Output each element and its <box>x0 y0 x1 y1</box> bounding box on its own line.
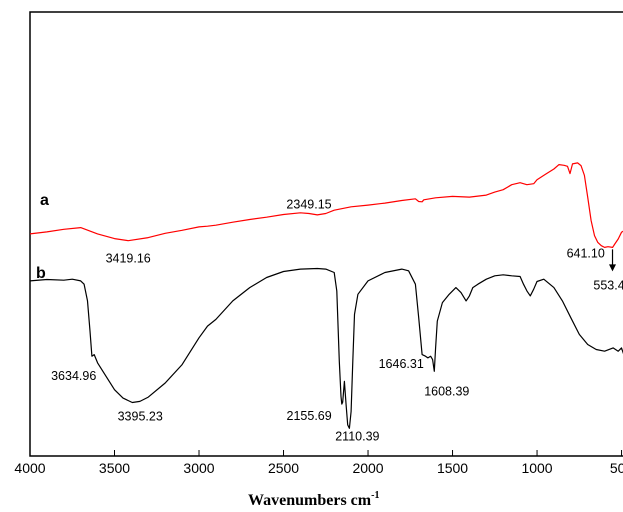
peak-label-2349-15: 2349.15 <box>286 198 331 212</box>
x-tick-label-4000: 4000 <box>14 460 45 476</box>
x-axis-title: Wavenumbers cm-1 <box>248 490 379 509</box>
series-line-a <box>29 162 623 248</box>
x-tick-label-1500: 1500 <box>437 460 468 476</box>
arrow-down-icon <box>609 264 617 272</box>
peak-label-3395-23: 3395.23 <box>118 409 163 423</box>
x-tick-label-2000: 2000 <box>352 460 383 476</box>
peak-label-641-10: 641.10 <box>567 246 605 260</box>
x-tick-label-2500: 2500 <box>268 460 299 476</box>
x-tick-label-1000: 1000 <box>521 460 552 476</box>
x-tick-label-500: 500 <box>610 460 623 476</box>
peak-label-2155-69: 2155.69 <box>287 409 332 423</box>
peak-label-3419-16: 3419.16 <box>106 252 151 266</box>
peak-label-553-47: 553.47 <box>593 278 623 292</box>
peak-annotations: 3419.16 2349.15 641.10 553.47 3634.96 3395.23… <box>51 198 623 444</box>
peak-label-2110-39: 2110.39 <box>335 429 379 443</box>
x-tick-label-3500: 3500 <box>99 460 130 476</box>
peak-label-3634-96: 3634.96 <box>51 369 96 383</box>
series-label-a: a <box>40 192 49 209</box>
plot-frame <box>29 11 623 457</box>
peak-label-1646-31: 1646.31 <box>379 357 424 371</box>
series-line-b <box>29 267 623 429</box>
series-group <box>29 162 623 429</box>
series-labels: a b <box>36 192 49 282</box>
x-axis-title-main: Wavenumbers cm <box>248 492 372 509</box>
peak-label-1608-39: 1608.39 <box>424 384 469 398</box>
x-axis-ticks: 4000 3500 3000 2500 2000 1500 1000 500 <box>14 450 623 476</box>
series-label-b: b <box>36 265 46 282</box>
x-axis-title-superscript: -1 <box>371 490 379 501</box>
x-tick-label-3000: 3000 <box>183 460 214 476</box>
